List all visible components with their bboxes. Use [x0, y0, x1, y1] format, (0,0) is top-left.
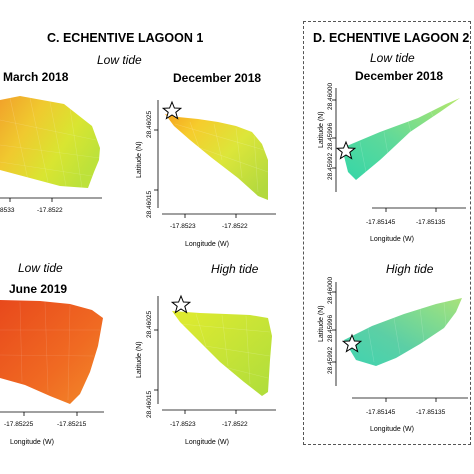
c-june-xlabel: Longitude (W) — [10, 439, 54, 446]
lagoon-shape-d-december — [342, 98, 460, 180]
d-dec-xlabel: Longitude (W) — [370, 236, 414, 243]
lagoon-shape-d-high — [344, 298, 462, 366]
d-high-xlabel: Longitude (W) — [370, 426, 414, 433]
c-dec-xtick-2: -17.8522 — [222, 223, 248, 230]
d-high-ylabel: Latitude (N) — [318, 305, 325, 342]
lagoon-shape-c-june — [0, 300, 103, 404]
d-december-2018-label: December 2018 — [355, 69, 444, 83]
c-dec-ytick-2: 28.46015 — [146, 191, 153, 218]
d-high-ytick-1: 28.46000 — [327, 277, 334, 304]
d-dec-ytick-2: 28.45996 — [327, 123, 334, 150]
c-dec-xlabel: Longitude (W) — [185, 241, 229, 248]
panel-d-title: D. ECHENTIVE LAGOON 2 — [313, 31, 470, 45]
d-dec-ytick-3: 28.45992 — [327, 153, 334, 180]
panel-c-title: C. ECHENTIVE LAGOON 1 — [47, 31, 204, 45]
map-c-june-2019: -17.85225 -17.85215 Longitude (W) — [0, 300, 104, 446]
d-high-star-marker-icon — [341, 333, 363, 353]
d-high-ytick-2: 28.45996 — [327, 315, 334, 342]
c-dec-star-marker-icon — [161, 100, 183, 120]
d-dec-ytick-1: 28.46000 — [327, 83, 334, 110]
c-high-ylabel: Latitude (N) — [136, 341, 143, 378]
c-high-xtick-2: -17.8522 — [222, 421, 248, 428]
d-high-ytick-3: 28.45992 — [327, 347, 334, 374]
c-june-2019-label: June 2019 — [9, 282, 68, 296]
c-december-2018-label: December 2018 — [173, 71, 262, 85]
map-d-high-tide: 28.46000 28.45996 28.45992 Latitude (N) … — [318, 277, 468, 433]
c-high-xtick-1: -17.8523 — [170, 421, 196, 428]
map-c-march-2018: 8533 -17.8522 — [0, 96, 102, 214]
map-c-december-2018: 28.46025 28.46015 Latitude (N) -17.8523 … — [136, 100, 276, 248]
c-dec-ytick-1: 28.46025 — [146, 111, 153, 138]
lagoon-shape-c-march — [0, 96, 100, 188]
d-dec-xtick-2: -17.85135 — [416, 219, 446, 226]
d-dec-star-marker-icon — [335, 140, 357, 160]
c-high-star-marker-icon — [170, 294, 192, 314]
c-march-xtick-2: -17.8522 — [37, 207, 63, 214]
d-dec-ylabel: Latitude (N) — [318, 111, 325, 148]
c-june-xtick-1: -17.85225 — [4, 421, 34, 428]
d-high-xtick-2: -17.85135 — [416, 409, 446, 416]
panel-d-frame — [303, 21, 471, 445]
d-dec-xtick-1: -17.85145 — [366, 219, 396, 226]
d-high-tide-label: High tide — [386, 262, 434, 276]
c-low-tide-label-2: Low tide — [18, 261, 63, 275]
c-dec-xtick-1: -17.8523 — [170, 223, 196, 230]
c-high-tide-label: High tide — [211, 262, 259, 276]
c-high-xlabel: Longitude (W) — [185, 439, 229, 446]
map-c-high-tide: 28.46025 28.46015 Latitude (N) -17.8523 … — [136, 294, 276, 446]
d-high-xtick-1: -17.85145 — [366, 409, 396, 416]
c-high-ytick-1: 28.46025 — [146, 311, 153, 338]
d-low-tide-label: Low tide — [370, 51, 415, 65]
lagoon-shape-c-december — [165, 114, 268, 200]
c-dec-ylabel: Latitude (N) — [136, 141, 143, 178]
c-low-tide-label-1: Low tide — [97, 53, 142, 67]
lagoon-shape-c-high — [172, 311, 272, 396]
map-d-december-2018: 28.46000 28.45996 28.45992 Latitude (N) … — [318, 83, 466, 243]
c-high-ytick-2: 28.46015 — [146, 391, 153, 418]
c-march-xtick-1: 8533 — [0, 207, 15, 214]
c-march-2018-label: March 2018 — [3, 70, 69, 84]
c-june-xtick-2: -17.85215 — [57, 421, 87, 428]
